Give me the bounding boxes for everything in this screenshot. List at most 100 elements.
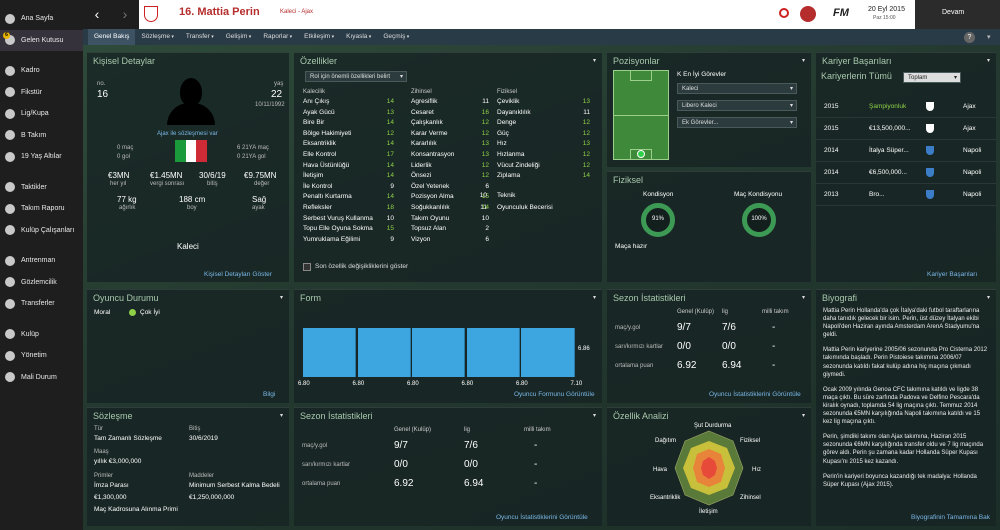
sidebar-item-report[interactable]: Takım Raporu xyxy=(0,198,83,220)
sidebar-item-scouting[interactable]: Gözlemcilik xyxy=(0,272,83,294)
positions-title: Pozisyonlar xyxy=(613,55,660,66)
help-icon[interactable]: ? xyxy=(964,32,975,43)
career-row[interactable]: 2013 Bro... Napoli xyxy=(816,185,996,206)
career-menu-icon[interactable]: ▾ xyxy=(986,58,990,64)
tactics-icon xyxy=(5,182,15,193)
info-link[interactable]: Bilgi xyxy=(263,391,276,398)
personal-details-link[interactable]: Kişisel Detayları Göster xyxy=(204,271,272,278)
form-link[interactable]: Oyuncu Formunu Görüntüle xyxy=(514,391,595,398)
sidebar-item-reserve-team[interactable]: B Takım xyxy=(0,125,83,147)
attribute-value: 13 xyxy=(481,151,489,158)
sidebar-item-transfers[interactable]: Transferler xyxy=(0,293,83,315)
sidebar-item-inbox[interactable]: 6 Gelen Kutusu xyxy=(0,29,83,51)
contract-menu-icon[interactable]: ▾ xyxy=(279,413,283,419)
wage-label-contract: Maaş xyxy=(94,449,109,455)
bio-link[interactable]: Biyografinin Tamamına Bak xyxy=(911,514,991,521)
recent-changes-checkbox[interactable] xyxy=(303,263,311,271)
career-panel: Kariyer Başarıları ▾ Kariyerlerin Tümü To… xyxy=(816,52,996,282)
career-link[interactable]: Kariyer Başarıları xyxy=(927,271,978,278)
forward-button[interactable]: › xyxy=(111,0,139,29)
season-stats-empty: - xyxy=(534,440,538,451)
form-right-label: 6.86 xyxy=(578,346,590,352)
season-stats-menu-icon-a[interactable]: ▾ xyxy=(801,295,805,301)
attribute-value: 18 xyxy=(386,204,394,211)
career-row[interactable]: 2014 İtalya Süper... Napoli xyxy=(816,141,996,162)
bio-panel: Biyografi ▾ Mattia Perin Hollanda'da çok … xyxy=(816,289,996,526)
career-year: 2013 xyxy=(824,191,839,198)
tab-4[interactable]: Raporlar ▾ xyxy=(257,29,298,45)
attribute-analysis-menu-icon[interactable]: ▾ xyxy=(801,413,805,419)
sidebar-item-club[interactable]: Kulüp xyxy=(0,324,83,346)
height-value: 188 cm xyxy=(179,195,206,204)
player-number: 16 xyxy=(97,89,109,100)
form-bar-label: 6.80 xyxy=(352,381,365,387)
foot-label: ayak xyxy=(252,205,265,211)
attribute-value: 14 xyxy=(386,140,394,148)
role-kaleci-dropdown[interactable]: Kaleci xyxy=(677,83,797,94)
attribute-name: Serbest Vuruş Kullanma xyxy=(303,214,373,222)
sidebar-item-finances[interactable]: Mali Durum xyxy=(0,367,83,389)
player-status-menu-icon[interactable]: ▾ xyxy=(279,295,283,301)
tab-3[interactable]: Gelişim ▾ xyxy=(220,29,258,45)
form-bar-label: 6.80 xyxy=(516,381,528,387)
tab-2[interactable]: Transfer ▾ xyxy=(180,29,220,45)
career-row[interactable]: 2015 €13,500,000... Ajax xyxy=(816,119,996,140)
sidebar-item-home[interactable]: Ana Sayfa xyxy=(0,8,83,30)
tab-6[interactable]: Kıyasla ▾ xyxy=(340,29,377,45)
bio-paragraph: Ocak 2009 yılında Genoa CFC takımına kat… xyxy=(823,386,981,426)
sidebar-item-board[interactable]: Yönetim xyxy=(0,345,83,367)
season-stats-link-a[interactable]: Oyuncu İstatistiklerini Görüntüle xyxy=(709,391,801,398)
sidebar-item-staff[interactable]: Kulüp Çalışanları xyxy=(0,220,83,242)
attribute-name: Pozisyon Alma xyxy=(411,193,454,201)
bio-menu-icon[interactable]: ▾ xyxy=(986,295,990,301)
sidebar-item-tactics[interactable]: Taktikler xyxy=(0,177,83,199)
form-menu-icon[interactable]: ▾ xyxy=(592,295,596,301)
club-crest-icon xyxy=(926,124,934,133)
radar-label-speed: Hız xyxy=(752,467,761,473)
contract-end-value: 30/6/19 xyxy=(199,171,226,180)
season-stats-menu-icon-b[interactable]: ▾ xyxy=(592,413,596,419)
contract-end-label: bitiş xyxy=(207,181,218,187)
club-icon xyxy=(5,329,15,340)
fm-menu-logo[interactable]: FM xyxy=(833,7,849,19)
league-apps: 0 maç xyxy=(117,145,134,151)
search-icon[interactable] xyxy=(779,8,789,18)
report-icon xyxy=(5,203,15,214)
career-row[interactable]: 2014 €6,500,000... Napoli xyxy=(816,163,996,184)
continue-button[interactable]: Devam xyxy=(915,0,1000,29)
tab-7[interactable]: Geçmiş ▾ xyxy=(377,29,415,45)
tab-1[interactable]: Sözleşme ▾ xyxy=(135,29,179,45)
attribute-value: 6 xyxy=(485,182,489,190)
role-highlight-dropdown[interactable]: Rol için önemli özellikleri belirt xyxy=(305,71,407,82)
attribute-value: 12 xyxy=(481,172,489,180)
club-menu-icon[interactable] xyxy=(800,6,816,22)
tab-0[interactable]: Genel Bakış xyxy=(88,29,136,45)
positions-menu-icon[interactable]: ▾ xyxy=(801,58,805,64)
tab-label: Genel Bakış xyxy=(94,33,130,40)
career-filter-dropdown[interactable]: Toplam xyxy=(903,72,961,83)
tab-label: Kıyasla xyxy=(346,33,368,40)
attribute-name: Soğukkanlılık xyxy=(411,204,450,211)
tab-5[interactable]: Etkileşim ▾ xyxy=(298,29,340,45)
sidebar: Ana Sayfa 6 Gelen Kutusu Kadro Fikstür Lig/Ku… xyxy=(0,0,83,530)
attribute-value: 13 xyxy=(582,98,590,105)
sidebar-item-training[interactable]: Antrenman xyxy=(0,250,83,272)
sidebar-item-squad[interactable]: Kadro xyxy=(0,60,83,82)
match-fitness-gauge: 100% xyxy=(742,203,776,237)
role-extra-dropdown[interactable]: Ek Görevler... xyxy=(677,117,797,128)
role-libero-dropdown[interactable]: Libero Kaleci xyxy=(677,100,797,111)
season-stats-row-label: sarı/kırmızı kartlar xyxy=(615,344,664,350)
career-row[interactable]: 2015 Şampiyonluk Ajax xyxy=(816,97,996,118)
attribute-value: 13 xyxy=(481,140,489,148)
season-stats-link-b[interactable]: Oyuncu İstatistiklerini Görüntüle xyxy=(496,514,588,521)
form-title: Form xyxy=(300,292,321,303)
back-button[interactable]: ‹ xyxy=(83,0,111,29)
sidebar-item-youth-team[interactable]: 19 Yaş Altılar xyxy=(0,146,83,168)
form-bar xyxy=(303,328,356,377)
attribute-value: 16 xyxy=(481,108,489,116)
net-wage-label: vergi sonrası xyxy=(150,181,185,187)
sidebar-item-trophy[interactable]: Lig/Kupa xyxy=(0,103,83,125)
sidebar-item-calendar[interactable]: Fikstür xyxy=(0,82,83,104)
attributes-menu-icon[interactable]: ▾ xyxy=(592,58,596,64)
overflow-menu-icon[interactable]: ▾ xyxy=(987,34,991,41)
